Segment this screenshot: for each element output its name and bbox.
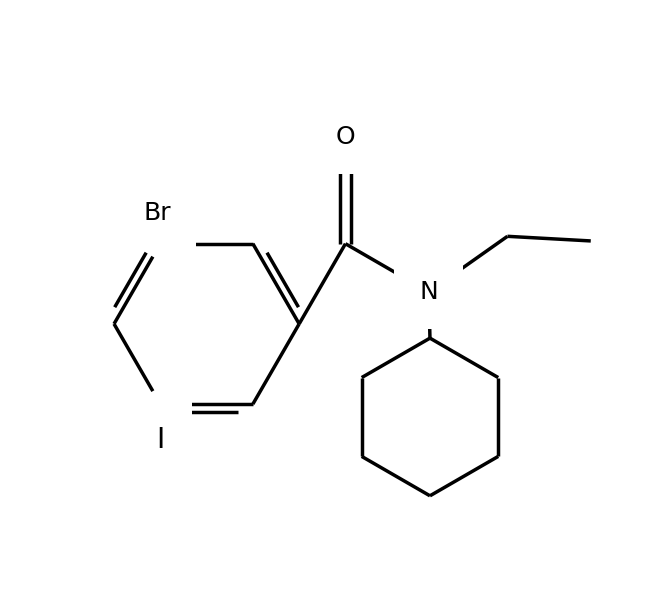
- Text: Br: Br: [143, 200, 171, 224]
- Text: I: I: [156, 426, 164, 454]
- Text: N: N: [419, 280, 438, 304]
- Text: O: O: [336, 125, 355, 149]
